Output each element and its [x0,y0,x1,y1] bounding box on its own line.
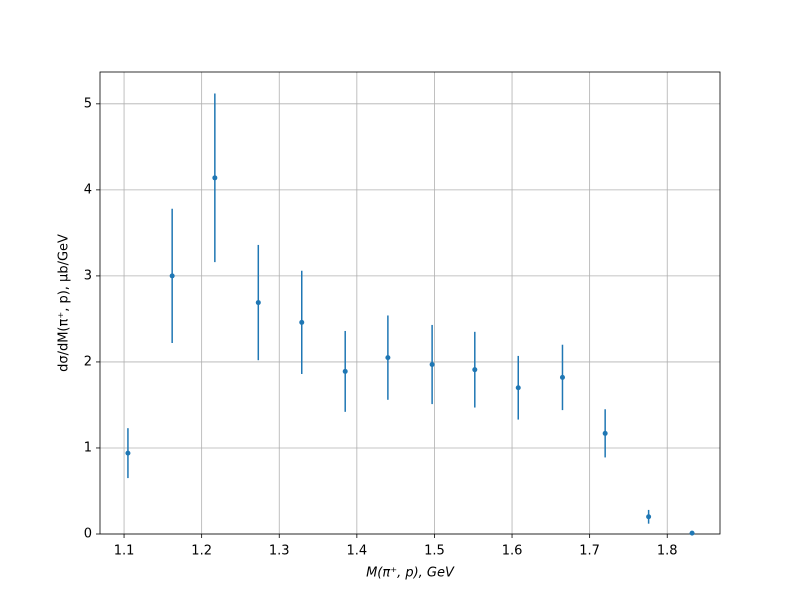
data-point [429,362,435,368]
plot-frame [99,71,721,535]
x-tick-label: 1.6 [502,544,523,559]
data-point [646,514,652,520]
data-point [125,450,131,456]
y-tick-label: 2 [84,354,92,369]
data-point [212,175,218,181]
x-tick-label: 1.7 [579,544,600,559]
x-tick-label: 1.2 [191,544,212,559]
y-tick-label: 0 [84,527,92,542]
data-point [689,530,695,536]
data-point [385,355,391,361]
x-axis-label: M(π⁺, p), GeV [366,566,455,581]
data-point [169,273,175,279]
y-tick-label: 4 [84,182,92,197]
y-tick-label: 3 [84,268,92,283]
y-tick-label: 1 [84,440,92,455]
x-tick-label: 1.8 [657,544,678,559]
data-point [559,374,565,380]
data-point [472,367,478,373]
data-point [255,300,261,306]
x-tick-label: 1.5 [424,544,445,559]
y-axis-label: dσ/dM(π⁺, p), μb/GeV [57,234,72,372]
data-point [602,430,608,436]
y-tick-label: 5 [84,96,92,111]
data-point [342,368,348,374]
x-tick-label: 1.4 [347,544,368,559]
x-tick-label: 1.1 [114,544,135,559]
x-tick-label: 1.3 [269,544,290,559]
data-point [515,385,521,391]
data-point [299,319,305,325]
